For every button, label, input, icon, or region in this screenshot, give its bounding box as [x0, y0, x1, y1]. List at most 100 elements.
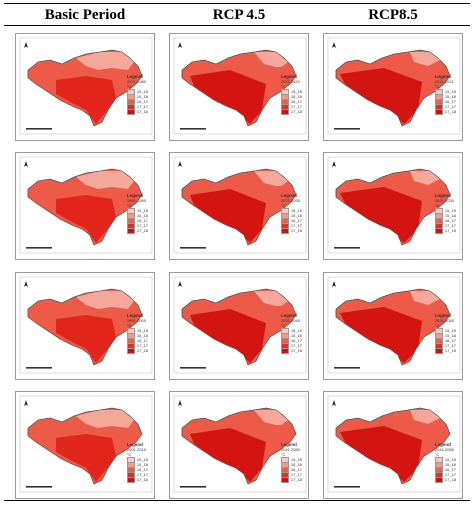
legend-class-label: 17_18 [136, 109, 148, 114]
legend-swatch [434, 227, 443, 234]
map-frame [173, 156, 307, 254]
temperature-zone [190, 70, 266, 124]
temperature-zone [266, 305, 296, 323]
north-arrow-icon [178, 161, 182, 167]
legend-class-label: 17_17 [290, 472, 302, 477]
temperature-zone [190, 428, 266, 482]
legend-class-label: 15_15 [136, 208, 148, 213]
table-top-rule [4, 3, 470, 4]
legend-class-label: 15_16 [136, 94, 148, 99]
temperature-zone [28, 179, 56, 203]
legend-class-label: 15_16 [136, 462, 148, 467]
legend-class-label: 16_17 [290, 338, 302, 343]
legend-entry: 17_18 [434, 476, 456, 483]
temperature-zone [410, 410, 440, 424]
temperature-map [173, 156, 307, 254]
map-legend: Legend 2011-2020 °C 15_15 15_16 16_17 17_17 17_… [280, 74, 302, 115]
legend-entry: 17_18 [126, 108, 148, 115]
temperature-zone [190, 309, 266, 363]
legend-period: 2011-2020 [280, 79, 300, 84]
temperature-map [173, 395, 307, 493]
legend-class-label: 15_15 [444, 457, 456, 462]
legend-period: 2031-2040 [280, 318, 301, 323]
temperature-zone [56, 76, 116, 124]
legend-class-label: 17_18 [290, 109, 302, 114]
scale-bar [334, 247, 360, 249]
temperature-map [173, 37, 307, 135]
map-legend: Legend 2001-2010 °C 15_15 15_16 16_17 17_17 17_… [126, 442, 148, 483]
map-panel: Legend 2011-2021 °C 15_15 15_16 16_17 17_17 17_… [323, 33, 463, 141]
legend-class-label: 15_15 [136, 328, 148, 333]
legend-class-label: 15_16 [290, 462, 302, 467]
legend-class-label: 17_18 [444, 477, 456, 482]
legend-swatch [126, 476, 135, 483]
legend-class-label: 15_15 [444, 328, 456, 333]
legend-unit: °C [280, 323, 286, 328]
legend-class-label: 15_16 [444, 94, 456, 99]
north-arrow-icon [24, 161, 28, 167]
scale-bar [180, 128, 206, 130]
north-arrow-icon [332, 161, 336, 167]
legend-unit: °C [280, 84, 286, 89]
legend-unit: °C [126, 452, 132, 457]
temperature-zone [424, 309, 448, 325]
legend-title: Legend [126, 74, 143, 79]
map-panel: Legend 2001-2010 °C 15_15 15_16 16_17 17_17 17_… [15, 391, 155, 499]
temperature-zone [266, 185, 296, 203]
legend-entry: 17_18 [126, 227, 148, 234]
map-panel: Legend 2041-2050 °C 15_15 15_16 16_17 17_17 17_… [169, 391, 309, 499]
legend-class-label: 15_15 [290, 457, 302, 462]
legend-class-label: 17_17 [444, 472, 456, 477]
legend-class-label: 17_18 [444, 109, 456, 114]
legend-class-label: 15_15 [444, 89, 456, 94]
legend-period: 1991-2000 [126, 318, 147, 323]
legend-class-label: 17_18 [444, 228, 456, 233]
legend-class-label: 16_17 [444, 467, 456, 472]
legend-entry: 17_18 [280, 347, 302, 354]
temperature-zone [76, 291, 134, 309]
legend-title: Legend [280, 313, 297, 318]
north-arrow-icon [178, 42, 182, 48]
legend-title: Legend [434, 193, 451, 198]
map-legend: Legend 2041-2050 °C 15_15 15_16 16_17 17_17 17_… [434, 442, 456, 483]
legend-period: 2011-2021 [434, 79, 454, 84]
map-panel: Legend 1991-2000 °C 15_15 15_16 16_17 17_17 17_… [15, 272, 155, 380]
temperature-zone [254, 171, 288, 187]
legend-swatch [280, 347, 289, 354]
temperature-zone [56, 434, 116, 482]
temperature-map [173, 276, 307, 374]
scale-bar [26, 247, 52, 249]
temperature-zone [340, 68, 422, 124]
temperature-zone [340, 187, 422, 243]
legend-title: Legend [434, 442, 451, 447]
temperature-zone [28, 60, 56, 84]
temperature-zone [410, 171, 440, 185]
scale-bar [26, 486, 52, 488]
legend-class-label: 17_17 [444, 223, 456, 228]
legend-class-label: 16_17 [290, 467, 302, 472]
legend-title: Legend [280, 442, 297, 447]
temperature-map [327, 395, 461, 493]
scale-bar [26, 367, 52, 369]
scale-bar [334, 486, 360, 488]
map-legend: Legend 1981-1990 °C 15_15 15_16 16_17 17_17 17_… [126, 193, 148, 234]
legend-swatch [280, 227, 289, 234]
legend-title: Legend [434, 313, 451, 318]
temperature-map [19, 156, 153, 254]
temperature-zone [266, 424, 296, 442]
legend-swatch [126, 227, 135, 234]
map-legend: Legend 2011-2021 °C 15_15 15_16 16_17 17_17 17_… [434, 74, 456, 115]
temperature-zone [340, 307, 422, 363]
legend-period: 1971-1980 [126, 79, 147, 84]
legend-class-label: 15_15 [290, 208, 302, 213]
scale-bar [334, 128, 360, 130]
map-frame [173, 395, 307, 493]
legend-class-label: 15_16 [290, 333, 302, 338]
temperature-zone [28, 299, 56, 323]
legend-class-label: 17_17 [444, 104, 456, 109]
legend-period: 1981-1990 [126, 198, 147, 203]
legend-title: Legend [126, 442, 143, 447]
legend-class-label: 15_16 [290, 213, 302, 218]
legend-class-label: 17_17 [136, 472, 148, 477]
